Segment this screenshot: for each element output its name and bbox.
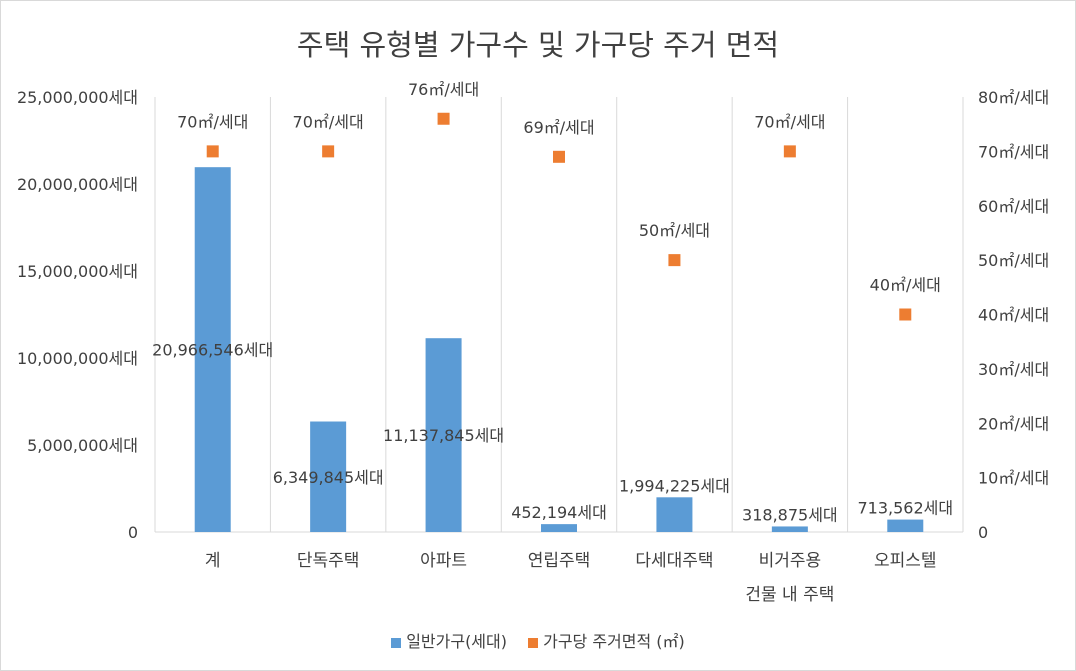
y-right-tick-label: 80㎡/세대 bbox=[978, 88, 1049, 107]
bar bbox=[194, 167, 231, 532]
y-left-tick-label: 0 bbox=[128, 523, 138, 542]
x-tick-label: 건물 내 주택 bbox=[745, 585, 834, 605]
bar bbox=[425, 338, 462, 532]
legend-item-bar: 일반가구(세대) bbox=[391, 628, 507, 652]
bar-data-label: 11,137,845세대 bbox=[383, 426, 504, 445]
bar bbox=[656, 497, 693, 532]
marker-data-label: 76㎡/세대 bbox=[408, 80, 479, 99]
x-tick-label: 계 bbox=[205, 551, 221, 571]
chart-legend: 일반가구(세대) 가구당 주거면적 (㎡) bbox=[0, 628, 1076, 652]
y-right-tick-label: 30㎡/세대 bbox=[978, 360, 1049, 379]
y-right-tick-label: 70㎡/세대 bbox=[978, 142, 1049, 161]
x-tick-label: 비거주용 bbox=[759, 551, 822, 571]
y-right-tick-label: 20㎡/세대 bbox=[978, 414, 1049, 433]
legend-swatch-bar bbox=[391, 637, 402, 648]
bar-data-label: 713,562세대 bbox=[857, 499, 953, 518]
marker bbox=[322, 145, 335, 158]
y-left-tick-label: 20,000,000세대 bbox=[17, 175, 138, 194]
bar bbox=[541, 524, 577, 532]
legend-label-bar: 일반가구(세대) bbox=[406, 632, 507, 651]
bar-data-label: 6,349,845세대 bbox=[273, 468, 384, 487]
x-tick-label: 아파트 bbox=[420, 551, 467, 571]
legend-item-marker: 가구당 주거면적 (㎡) bbox=[528, 628, 685, 652]
y-left-tick-label: 10,000,000세대 bbox=[17, 349, 138, 368]
marker bbox=[668, 254, 681, 267]
x-tick-label: 오피스텔 bbox=[874, 551, 937, 571]
y-left-tick-label: 5,000,000세대 bbox=[27, 436, 138, 455]
y-left-tick-label: 15,000,000세대 bbox=[17, 262, 138, 281]
bar bbox=[887, 519, 924, 532]
marker-data-label: 70㎡/세대 bbox=[754, 112, 825, 131]
legend-swatch-marker bbox=[528, 637, 539, 648]
marker bbox=[783, 145, 796, 158]
x-tick-label: 단독주택 bbox=[297, 551, 360, 571]
y-right-tick-label: 0 bbox=[978, 523, 988, 542]
marker bbox=[899, 308, 912, 321]
legend-label-marker: 가구당 주거면적 (㎡) bbox=[543, 632, 685, 651]
marker bbox=[437, 112, 450, 125]
y-left-tick-label: 25,000,000세대 bbox=[17, 88, 138, 107]
bar bbox=[310, 421, 347, 532]
marker-data-label: 40㎡/세대 bbox=[870, 276, 941, 295]
chart-title: 주택 유형별 가구수 및 가구당 주거 면적 bbox=[296, 28, 780, 62]
marker-data-label: 69㎡/세대 bbox=[523, 118, 594, 137]
bar bbox=[771, 526, 808, 532]
y-right-tick-label: 40㎡/세대 bbox=[978, 306, 1049, 325]
x-tick-label: 다세대주택 bbox=[635, 551, 713, 571]
marker-data-label: 70㎡/세대 bbox=[293, 112, 364, 131]
bar-data-label: 452,194세대 bbox=[511, 503, 607, 522]
bar-data-label: 1,994,225세대 bbox=[619, 476, 730, 495]
y-right-tick-label: 10㎡/세대 bbox=[978, 469, 1049, 488]
marker-data-label: 50㎡/세대 bbox=[639, 221, 710, 240]
marker-data-label: 70㎡/세대 bbox=[177, 112, 248, 131]
x-tick-label: 연립주택 bbox=[528, 551, 591, 571]
bar-data-label: 20,966,546세대 bbox=[152, 341, 273, 360]
marker bbox=[553, 150, 565, 163]
marker bbox=[206, 145, 219, 158]
bar-data-label: 318,875세대 bbox=[742, 505, 838, 524]
y-right-tick-label: 50㎡/세대 bbox=[978, 251, 1049, 270]
y-right-tick-label: 60㎡/세대 bbox=[978, 197, 1049, 216]
